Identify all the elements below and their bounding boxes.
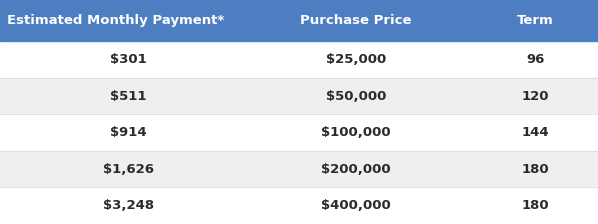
Text: $914: $914 xyxy=(110,126,147,139)
Bar xyxy=(0,151,598,187)
Text: 180: 180 xyxy=(521,199,549,212)
Text: Purchase Price: Purchase Price xyxy=(300,14,411,27)
Text: $301: $301 xyxy=(110,53,147,66)
Text: 180: 180 xyxy=(521,163,549,176)
Text: Estimated Monthly Payment*: Estimated Monthly Payment* xyxy=(7,14,224,27)
Text: 144: 144 xyxy=(521,126,549,139)
Text: 120: 120 xyxy=(521,90,549,103)
Bar xyxy=(0,187,598,224)
Bar xyxy=(0,78,598,114)
Text: $511: $511 xyxy=(110,90,147,103)
Text: $100,000: $100,000 xyxy=(321,126,390,139)
Text: Term: Term xyxy=(517,14,554,27)
Bar xyxy=(0,0,598,41)
Text: $200,000: $200,000 xyxy=(321,163,390,176)
Text: $3,248: $3,248 xyxy=(103,199,154,212)
Text: $1,626: $1,626 xyxy=(103,163,154,176)
Bar xyxy=(0,41,598,78)
Text: $25,000: $25,000 xyxy=(326,53,386,66)
Text: 96: 96 xyxy=(526,53,544,66)
Bar xyxy=(0,114,598,151)
Text: $50,000: $50,000 xyxy=(326,90,386,103)
Text: $400,000: $400,000 xyxy=(321,199,390,212)
